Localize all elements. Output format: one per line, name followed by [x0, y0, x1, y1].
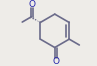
Text: O: O	[28, 0, 35, 9]
Text: O: O	[52, 57, 59, 66]
